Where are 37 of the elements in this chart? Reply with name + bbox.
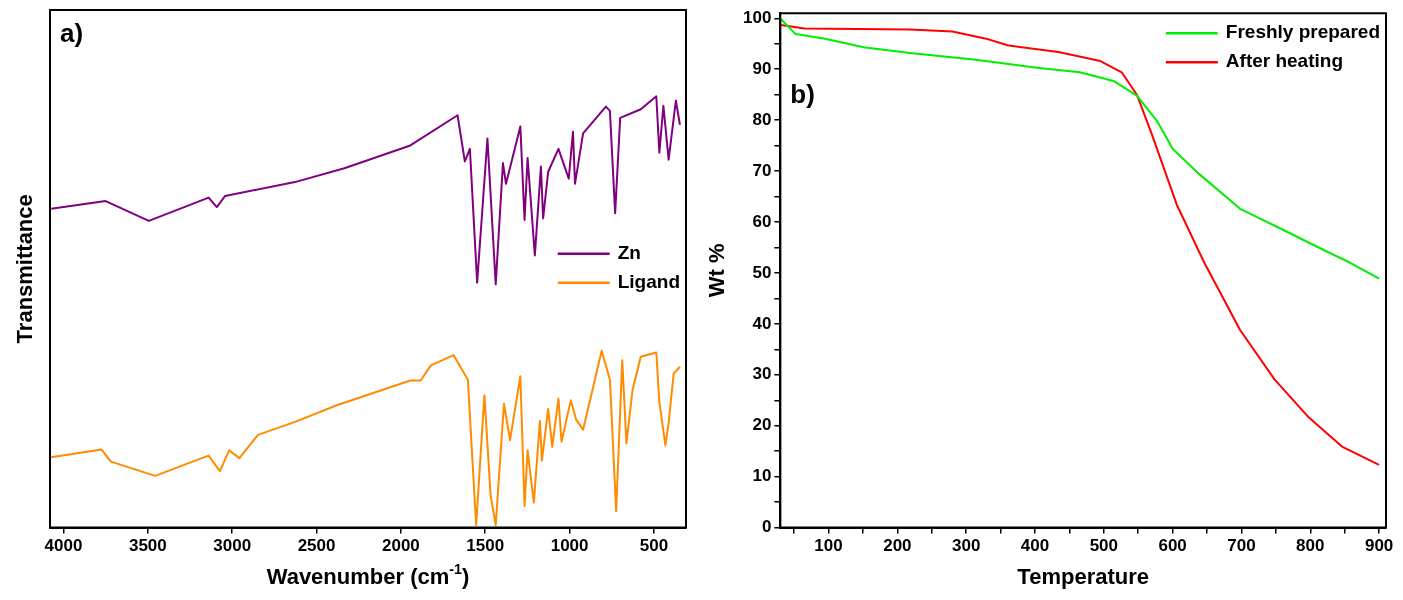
x-tick-label: 500 xyxy=(639,536,669,556)
legend-label: Zn xyxy=(617,242,641,264)
x-tick-label: 3000 xyxy=(213,536,252,556)
y-tick-label: 0 xyxy=(761,517,772,537)
y-axis-title: Transmittance xyxy=(12,194,38,344)
x-tick-label: 200 xyxy=(883,536,912,556)
x-tick-label: 800 xyxy=(1296,536,1325,556)
x-tick-label: 3500 xyxy=(128,536,167,556)
x-tick-label: 1500 xyxy=(466,536,505,556)
y-axis-title: Wt % xyxy=(704,243,730,298)
y-tick-label: 20 xyxy=(752,415,772,435)
x-tick-label: 2000 xyxy=(381,536,420,556)
y-tick-label: 60 xyxy=(752,211,772,231)
y-tick-label: 80 xyxy=(752,109,772,129)
x-tick-label: 1000 xyxy=(550,536,589,556)
y-tick-label: 70 xyxy=(752,160,772,180)
x-tick-label: 900 xyxy=(1364,536,1394,556)
x-tick-label: 400 xyxy=(1020,536,1050,556)
x-tick-label: 500 xyxy=(1089,536,1119,556)
x-tick-label: 4000 xyxy=(44,536,83,556)
legend-label: Freshly prepared xyxy=(1225,21,1380,43)
x-tick-label: 600 xyxy=(1158,536,1187,556)
y-tick-label: 40 xyxy=(752,313,772,333)
x-tick-label: 300 xyxy=(952,536,981,556)
legend-label: After heating xyxy=(1225,50,1344,72)
x-tick-label: 700 xyxy=(1227,536,1256,556)
y-tick-label: 30 xyxy=(752,364,772,384)
y-tick-label: 100 xyxy=(742,7,772,27)
y-tick-label: 90 xyxy=(752,58,772,78)
annotation: b) xyxy=(790,79,815,110)
text: a) xyxy=(60,18,84,49)
legend-label: Ligand xyxy=(617,271,681,293)
y-tick-label: 50 xyxy=(752,262,772,282)
x-tick-label: 2500 xyxy=(297,536,336,556)
y-tick-label: 10 xyxy=(752,466,772,486)
x-tick-label: 100 xyxy=(814,536,843,556)
x-axis-title: Temperature xyxy=(1017,564,1150,590)
